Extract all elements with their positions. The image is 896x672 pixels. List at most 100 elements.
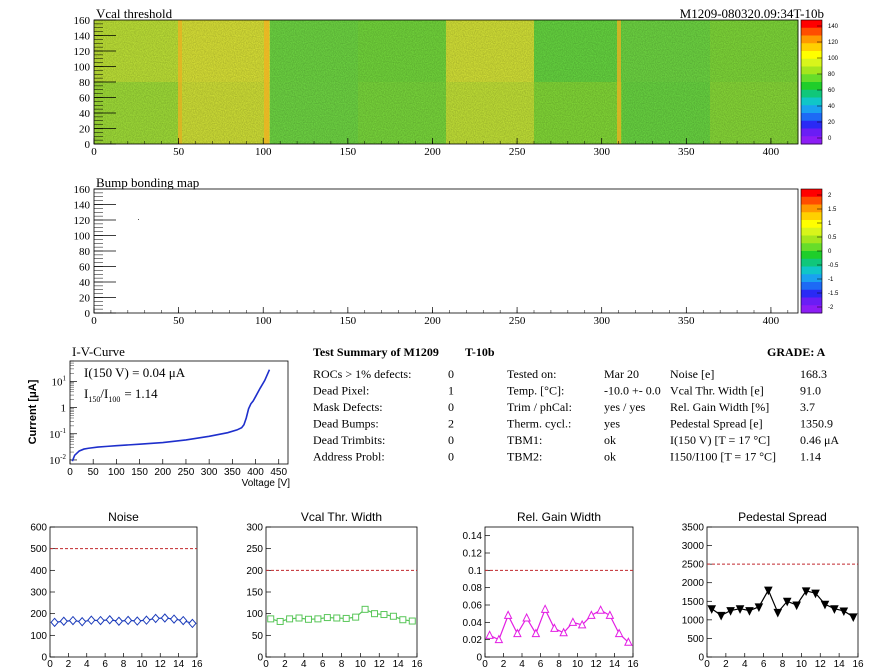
gain-width-x-tick-label: 0 bbox=[482, 659, 488, 670]
hot-column bbox=[178, 20, 182, 144]
summary-right-value: 3.7 bbox=[800, 400, 815, 414]
bump-palette-label: 0.5 bbox=[828, 235, 837, 241]
noise-x-tick-label: 8 bbox=[121, 659, 127, 670]
bump-palette-label: 1.5 bbox=[828, 207, 837, 213]
pedestal-x-tick-label: 8 bbox=[780, 659, 786, 670]
pedestal-y-tick-label: 2500 bbox=[682, 560, 705, 571]
iv-x-tick-label: 150 bbox=[131, 467, 148, 478]
summary-right-label: Noise [e] bbox=[670, 367, 714, 381]
bump-palette-label: 1 bbox=[828, 221, 832, 227]
noise-title: Noise bbox=[108, 510, 139, 524]
iv-ratio-sub1: 150 bbox=[88, 395, 100, 404]
bump-palette-label: 0 bbox=[828, 249, 832, 255]
palette-band bbox=[801, 289, 822, 298]
gain-width-y-tick-label: 0.1 bbox=[468, 566, 482, 577]
summary-left-label: Address Probl: bbox=[313, 450, 385, 464]
noise-x-tick-label: 0 bbox=[47, 659, 53, 670]
gain-width-y-tick-label: 0.14 bbox=[463, 531, 483, 542]
vcal-width-x-tick-label: 12 bbox=[374, 659, 386, 670]
gain-width-point bbox=[531, 628, 541, 638]
x-tick-label: 50 bbox=[173, 315, 185, 327]
noise-y-tick-label: 300 bbox=[30, 588, 47, 599]
pedestal-y-tick-label: 0 bbox=[698, 653, 704, 664]
x-tick-label: 0 bbox=[91, 315, 97, 327]
summary-left-value: 0 bbox=[448, 400, 454, 414]
noise-point bbox=[188, 618, 197, 629]
gain-width-point bbox=[550, 623, 559, 632]
y-tick-label: 0 bbox=[85, 308, 91, 320]
iv-y-tick-label: 1 bbox=[61, 403, 67, 415]
summary-left-value: 0 bbox=[448, 367, 454, 381]
iv-ratio-i2: I bbox=[104, 386, 108, 401]
noise-chart: Noise 0 100 200 300 400 500 600 0 2 4 6 8 10 12 14 16 bbox=[30, 510, 203, 670]
x-tick-label: 400 bbox=[763, 315, 780, 327]
palette-band bbox=[801, 258, 822, 267]
palette-band bbox=[801, 20, 822, 29]
vcal-width-y-tick-label: 250 bbox=[246, 544, 263, 555]
summary-left-label: ROCs > 1% defects: bbox=[313, 367, 411, 381]
iv-x-tick-label: 200 bbox=[154, 467, 171, 478]
summary-mid-value: yes / yes bbox=[604, 400, 646, 414]
pedestal-x-tick-label: 10 bbox=[796, 659, 808, 670]
summary-right-value: 91.0 bbox=[800, 384, 821, 398]
vcal-width-x-tick-label: 2 bbox=[282, 659, 288, 670]
vcal-width-point bbox=[399, 616, 407, 624]
vcal-width-point bbox=[323, 614, 331, 622]
vcal-palette-label: 80 bbox=[828, 72, 835, 78]
pedestal-point bbox=[773, 608, 783, 618]
pedestal-point bbox=[745, 607, 754, 616]
palette-band bbox=[801, 243, 822, 252]
gain-width-point bbox=[559, 627, 568, 637]
palette-band bbox=[801, 196, 822, 205]
y-tick-label: 140 bbox=[74, 31, 91, 43]
x-tick-label: 300 bbox=[593, 315, 610, 327]
vcal-width-frame bbox=[265, 526, 418, 658]
pedestal-y-tick-label: 3000 bbox=[682, 541, 705, 552]
noise-x-tick-label: 6 bbox=[102, 659, 108, 670]
palette-band bbox=[801, 251, 822, 260]
y-tick-label: 20 bbox=[79, 124, 91, 136]
iv-x-tick-label: 300 bbox=[201, 467, 218, 478]
summary-mid-label: Therm. cycl.: bbox=[507, 417, 571, 431]
noise-series-line bbox=[54, 617, 193, 624]
gain-width-point bbox=[596, 605, 605, 614]
iv-x-tick-label: 400 bbox=[247, 467, 264, 478]
palette-band bbox=[801, 82, 822, 91]
vcal-width-y-tick-label: 0 bbox=[257, 653, 263, 664]
x-tick-label: 350 bbox=[678, 146, 695, 158]
noise-y-tick-label: 600 bbox=[30, 523, 47, 534]
iv-frame bbox=[69, 360, 289, 465]
gain-width-y-tick-label: 0 bbox=[476, 653, 482, 664]
vcal-width-y-tick-label: 200 bbox=[246, 566, 263, 577]
noise-y-tick-label: 100 bbox=[30, 631, 47, 642]
iv-x-tick-label: 350 bbox=[224, 467, 241, 478]
summary-subtitle: T-10b bbox=[465, 345, 495, 359]
summary-left-label: Dead Trimbits: bbox=[313, 433, 385, 447]
iv-x-tick-label: 250 bbox=[178, 467, 195, 478]
y-tick-label: 120 bbox=[74, 215, 91, 227]
bump-palette-label: -1.5 bbox=[828, 291, 839, 297]
gain-width-y-tick-label: 0.02 bbox=[463, 635, 483, 646]
vcal-width-point bbox=[314, 615, 322, 623]
noise-point bbox=[105, 614, 114, 625]
pedestal-y-tick-label: 1500 bbox=[682, 597, 705, 608]
x-tick-label: 150 bbox=[340, 315, 357, 327]
pedestal-title: Pedestal Spread bbox=[738, 510, 827, 524]
palette-band bbox=[801, 66, 822, 75]
x-tick-label: 400 bbox=[763, 146, 780, 158]
summary-mid-value: Mar 20 bbox=[604, 367, 639, 381]
gain-width-x-tick-label: 12 bbox=[590, 659, 602, 670]
y-tick-label: 160 bbox=[74, 15, 91, 27]
pedestal-x-tick-label: 4 bbox=[742, 659, 748, 670]
noise-y-tick-label: 200 bbox=[30, 609, 47, 620]
palette-band bbox=[801, 227, 822, 236]
vcal-width-x-tick-label: 8 bbox=[339, 659, 345, 670]
y-tick-label: 80 bbox=[79, 77, 91, 89]
pedestal-x-tick-label: 2 bbox=[723, 659, 729, 670]
vcal-width-title: Vcal Thr. Width bbox=[301, 510, 382, 524]
gain-width-point bbox=[614, 628, 624, 638]
pedestal-x-tick-label: 12 bbox=[815, 659, 827, 670]
vcal-map-title: Vcal threshold bbox=[96, 6, 173, 21]
noise-y-tick-label: 500 bbox=[30, 544, 47, 555]
